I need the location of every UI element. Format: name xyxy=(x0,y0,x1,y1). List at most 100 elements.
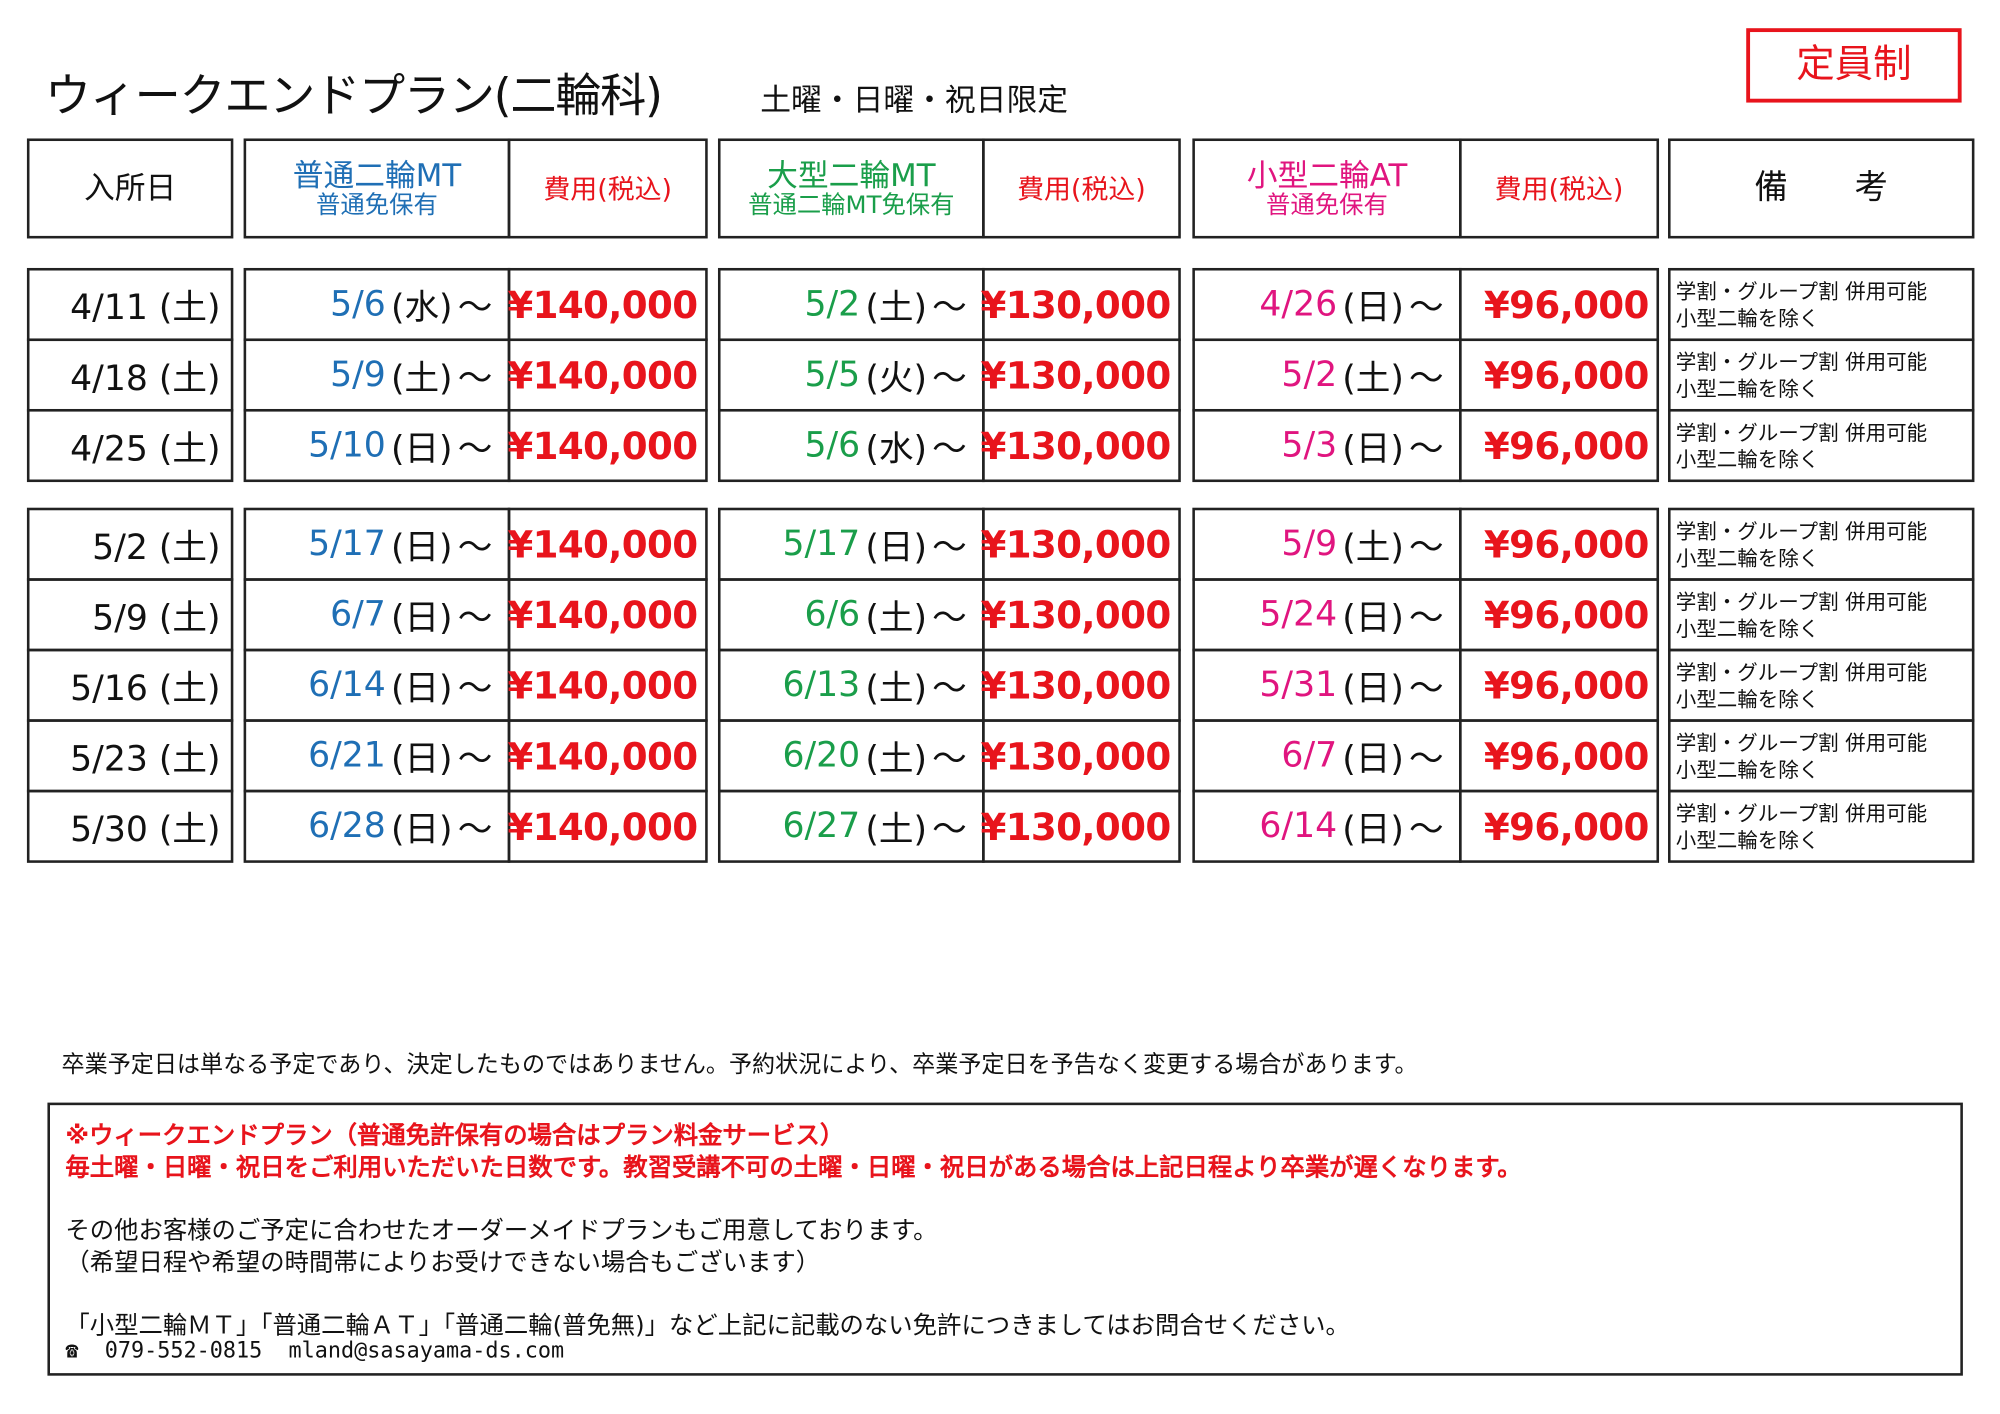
remarks-cell: 学割・グループ割 併用可能 小型二輪を除く xyxy=(1668,507,1975,581)
weekday: (日) xyxy=(390,598,453,639)
tilde: ～ xyxy=(1409,598,1444,639)
remarks-cell: 学割・グループ割 併用可能 小型二輪を除く xyxy=(1668,267,1975,342)
weekday: (日) xyxy=(390,528,453,568)
graduation-date-c1: 5/10 (日) ～ xyxy=(243,408,511,483)
tilde: ～ xyxy=(932,528,967,568)
tilde: ～ xyxy=(1409,739,1444,780)
price-c2: ¥130,000 xyxy=(980,408,1181,483)
price-c3: ¥96,000 xyxy=(1459,338,1660,412)
remarks-exclusion: 小型二輪を除く xyxy=(1675,305,1820,331)
graduation-date-c1: 6/7 (日) ～ xyxy=(243,578,511,652)
course2-name: 大型二輪MT xyxy=(767,157,936,194)
info-custom-plan-caveat: （希望日程や希望の時間帯によりお受けできない場合もございます） xyxy=(65,1248,821,1277)
tilde: ～ xyxy=(1409,358,1444,399)
remarks-cell: 学割・グループ割 併用可能 小型二輪を除く xyxy=(1668,648,1975,722)
price-c2: ¥130,000 xyxy=(980,338,1181,412)
weekday: (日) xyxy=(1342,598,1404,639)
entry-date-cell: 4/11 (土) xyxy=(26,267,234,342)
tilde: ～ xyxy=(1409,810,1444,851)
graduation-date: 5/2 xyxy=(1281,355,1338,395)
info-custom-plan: その他お客様のご予定に合わせたオーダーメイドプランもご用意しております。 xyxy=(65,1216,938,1245)
course2-req: 普通二輪MT免保有 xyxy=(748,191,955,220)
price-c2: ¥130,000 xyxy=(980,719,1181,793)
graduation-date-c2: 6/27 (土) ～ xyxy=(717,789,985,863)
tilde: ～ xyxy=(1409,669,1444,710)
graduation-date-c2: 5/5 (火) ～ xyxy=(717,338,985,412)
weekday: (日) xyxy=(1342,739,1404,780)
tilde: ～ xyxy=(457,598,493,639)
graduation-date: 6/14 xyxy=(1259,806,1338,847)
weekday: (日) xyxy=(1342,429,1404,470)
info-plan-note: ※ウィークエンドプラン（普通免許保有の場合はプラン料金サービス） xyxy=(65,1121,845,1151)
graduation-date-c1: 5/6 (水) ～ xyxy=(243,267,511,342)
price-c1: ¥140,000 xyxy=(507,648,708,722)
weekday: (土) xyxy=(865,288,927,329)
entry-date-cell: 4/18 (土) xyxy=(26,338,234,412)
tilde: ～ xyxy=(457,358,493,399)
page-subtitle: 土曜・日曜・祝日限定 xyxy=(760,82,1068,118)
weekday: (日) xyxy=(390,429,453,470)
entry-date-cell: 5/2 (土) xyxy=(26,507,234,581)
tilde: ～ xyxy=(457,669,493,710)
remarks-discount: 学割・グループ割 併用可能 xyxy=(1675,419,1928,445)
graduation-date-c1: 6/28 (日) ～ xyxy=(243,789,511,863)
price-c3: ¥96,000 xyxy=(1459,789,1660,863)
price-c1: ¥140,000 xyxy=(507,789,708,863)
page-title: ウィークエンドプラン(二輪科) xyxy=(44,70,663,124)
graduation-date: 5/31 xyxy=(1259,665,1338,706)
tilde: ～ xyxy=(457,810,493,851)
weekday: (日) xyxy=(865,528,927,568)
remarks-discount: 学割・グループ割 併用可能 xyxy=(1675,659,1928,685)
weekday: (水) xyxy=(390,288,453,329)
graduation-date: 5/24 xyxy=(1259,594,1338,635)
graduation-date: 6/7 xyxy=(1281,735,1338,776)
weekday: (日) xyxy=(390,739,453,780)
graduation-date: 5/2 xyxy=(804,284,861,325)
course1-name: 普通二輪MT xyxy=(292,157,462,194)
graduation-date-c3: 5/9 (土) ～ xyxy=(1192,507,1462,581)
weekday: (日) xyxy=(1342,288,1404,329)
email-address[interactable]: mland@sasayama-ds.com xyxy=(288,1338,565,1365)
tilde: ～ xyxy=(932,810,967,851)
graduation-date: 5/9 xyxy=(1281,524,1338,565)
weekday: (土) xyxy=(865,739,927,780)
graduation-date: 5/6 xyxy=(330,284,386,325)
weekday: (土) xyxy=(390,358,453,399)
contact-line: ☎ 079-552-0815 mland@sasayama-ds.com xyxy=(65,1339,564,1365)
remarks-cell: 学割・グループ割 併用可能 小型二輪を除く xyxy=(1668,719,1975,793)
graduation-date-c1: 6/14 (日) ～ xyxy=(243,648,511,722)
tilde: ～ xyxy=(457,739,493,780)
price-c3: ¥96,000 xyxy=(1459,578,1660,652)
header-course2-fee: 費用(税込) xyxy=(982,138,1181,239)
price-c1: ¥140,000 xyxy=(507,267,708,342)
graduation-date: 5/10 xyxy=(308,425,386,466)
entry-date-cell: 5/30 (土) xyxy=(26,789,234,863)
remarks-discount: 学割・グループ割 併用可能 xyxy=(1675,800,1928,826)
price-c1: ¥140,000 xyxy=(507,408,708,483)
tilde: ～ xyxy=(932,429,967,470)
weekday: (土) xyxy=(865,669,927,710)
capacity-badge: 定員制 xyxy=(1746,28,1962,103)
price-c3: ¥96,000 xyxy=(1459,408,1660,483)
graduation-date: 4/26 xyxy=(1259,284,1338,325)
graduation-date: 5/6 xyxy=(804,425,861,466)
tilde: ～ xyxy=(1409,288,1444,329)
graduation-date: 5/17 xyxy=(308,524,386,565)
remarks-discount: 学割・グループ割 併用可能 xyxy=(1675,349,1928,374)
remarks-exclusion: 小型二輪を除く xyxy=(1675,686,1820,711)
graduation-date-c3: 6/14 (日) ～ xyxy=(1192,789,1462,863)
weekday: (火) xyxy=(865,358,927,399)
remarks-exclusion: 小型二輪を除く xyxy=(1675,376,1820,401)
graduation-date-c1: 6/21 (日) ～ xyxy=(243,719,511,793)
tilde: ～ xyxy=(932,739,967,780)
entry-date-cell: 5/23 (土) xyxy=(26,719,234,793)
entry-date-cell: 5/16 (土) xyxy=(26,648,234,722)
header-entry: 入所日 xyxy=(26,138,234,239)
graduation-date: 6/20 xyxy=(782,735,861,776)
tilde: ～ xyxy=(1409,528,1444,568)
header-course1-fee: 費用(税込) xyxy=(507,138,708,239)
course1-req: 普通免保有 xyxy=(316,191,438,220)
phone-number[interactable]: 079-552-0815 xyxy=(104,1338,263,1365)
graduation-date-c3: 5/24 (日) ～ xyxy=(1192,578,1462,652)
